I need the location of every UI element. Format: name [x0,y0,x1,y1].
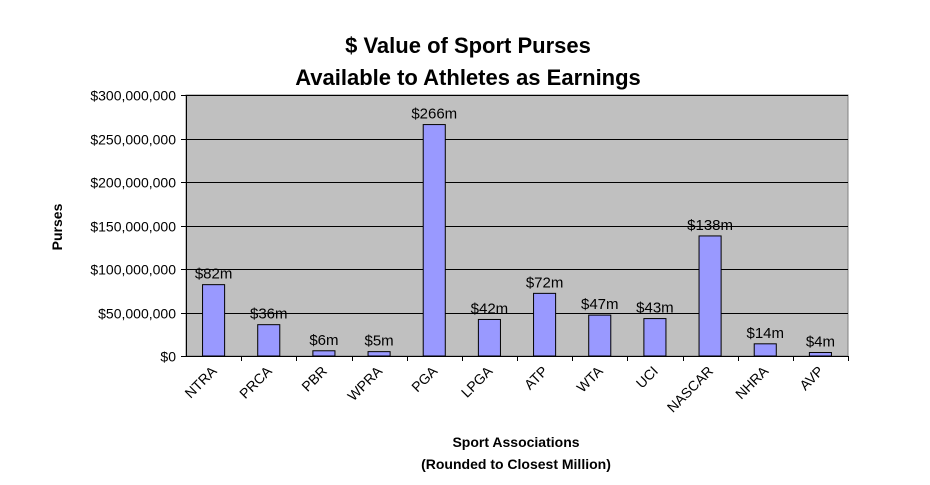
x-tick-label: ATP [521,363,551,393]
y-tick-label: $150,000,000 [90,219,176,235]
bars [202,124,832,357]
data-label: $72m [526,274,564,291]
data-label: $4m [806,334,835,351]
data-label: $138m [687,217,733,234]
x-tick-label: NTRA [181,362,220,401]
bar-wta [588,314,612,357]
y-tick-label: $200,000,000 [90,175,176,191]
x-tick-label: NHRA [732,362,772,402]
data-label: $47m [581,296,619,313]
y-tick-label: $50,000,000 [98,306,176,322]
data-label: $6m [309,332,338,349]
data-label: $43m [636,300,674,317]
data-label: $42m [471,300,509,317]
bar-wpra [367,351,391,357]
bar-pga [422,124,446,357]
bar-nascar [698,235,722,357]
x-tick-label: UCI [633,363,661,391]
y-tick-label: $0 [160,349,176,365]
data-label: $266m [411,106,457,123]
bar-ntra [202,284,226,357]
x-tick-labels: NTRA PRCA PBR WPRA PGA LPGA ATP WTA UCI NASCAR NHR… [181,362,826,415]
bar-nhra [753,343,777,357]
bar-uci [643,318,667,357]
chart-title-line-1: $ Value of Sport Purses [345,33,591,58]
y-tick-label: $100,000,000 [90,262,176,278]
data-label: $36m [250,306,288,323]
y-tick-label: $250,000,000 [90,132,176,148]
x-tick-label: WPRA [344,362,385,403]
x-tick-label: PBR [298,363,330,395]
x-tick-label: LPGA [458,362,496,400]
bar-avp [808,352,832,357]
gridlines [186,95,848,314]
x-tick-label: PRCA [236,362,275,401]
bar-atp [533,292,557,357]
data-label: $5m [364,333,393,350]
bar-lpga [477,318,501,357]
x-axis-title-line-1: Sport Associations [452,434,579,450]
x-tick-label: AVP [796,363,826,393]
data-label: $82m [195,266,233,283]
y-tick-label: $300,000,000 [90,88,176,104]
axes [181,95,849,361]
x-axis-title-line-2: (Rounded to Closest Million) [421,456,611,472]
bar-pbr [312,350,336,357]
y-tick-labels: $0 $50,000,000 $100,000,000 $150,000,000 $20… [90,88,176,365]
x-tick-label: PGA [408,362,441,395]
y-axis-title: Purses [49,203,65,250]
plot-area [185,94,849,357]
data-label: $14m [746,325,784,342]
x-tick-label: NASCAR [664,363,717,416]
chart-title-line-2: Available to Athletes as Earnings [295,65,641,90]
data-labels: $82m $36m $6m $5m $266m $42m $72m $47m $43m $138m… [195,106,835,351]
x-tick-label: WTA [573,362,606,395]
bar-prca [257,324,281,357]
